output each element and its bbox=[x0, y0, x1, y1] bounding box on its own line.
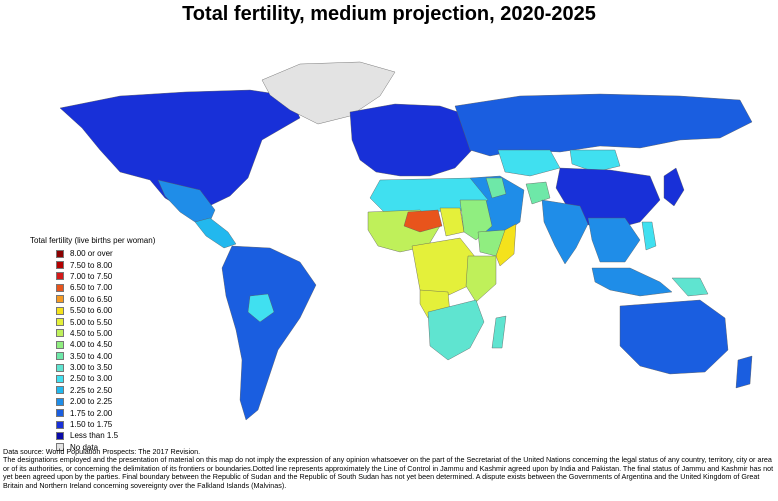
legend-item: 1.75 to 2.00 bbox=[56, 407, 155, 418]
footnotes: Data source: World Population Prospects:… bbox=[3, 447, 775, 490]
legend-item: 8.00 or over bbox=[56, 248, 155, 259]
legend-label: Less than 1.5 bbox=[70, 431, 119, 441]
legend-swatch bbox=[56, 318, 64, 327]
legend-swatch bbox=[56, 363, 64, 372]
region-chad bbox=[439, 207, 465, 237]
legend-label: 3.00 to 3.50 bbox=[70, 363, 113, 373]
legend-label: No data bbox=[70, 442, 99, 452]
legend-label: 6.50 to 7.00 bbox=[70, 283, 113, 293]
legend-swatch bbox=[56, 409, 64, 418]
legend-swatch bbox=[56, 340, 64, 349]
region-mongolia bbox=[569, 149, 621, 173]
legend-label: 7.50 to 8.00 bbox=[70, 260, 113, 270]
legend-item: 3.50 to 4.00 bbox=[56, 351, 155, 362]
legend-swatch bbox=[56, 295, 64, 304]
region-philippines bbox=[641, 221, 657, 251]
legend-swatch bbox=[56, 374, 64, 383]
legend-item: 4.50 to 5.00 bbox=[56, 328, 155, 339]
legend-swatch bbox=[56, 420, 64, 429]
legend-item: 2.00 to 2.25 bbox=[56, 396, 155, 407]
legend-item: 2.50 to 3.00 bbox=[56, 373, 155, 384]
legend-label: 4.00 to 4.50 bbox=[70, 340, 113, 350]
legend-label: 1.50 to 1.75 bbox=[70, 420, 113, 430]
legend-swatch bbox=[56, 329, 64, 338]
disclaimer-note: The designations employed and the presen… bbox=[3, 455, 774, 490]
region-iraq bbox=[485, 177, 507, 199]
region-southeast-asia bbox=[587, 217, 641, 263]
legend-item: 4.00 to 4.50 bbox=[56, 339, 155, 350]
legend-swatch bbox=[56, 261, 64, 270]
legend-swatch bbox=[56, 431, 64, 440]
legend-label: 2.50 to 3.00 bbox=[70, 374, 113, 384]
region-afghanistan bbox=[525, 181, 551, 205]
legend-label: 6.00 to 6.50 bbox=[70, 294, 113, 304]
legend-item: 6.50 to 7.00 bbox=[56, 282, 155, 293]
region-central-africa bbox=[411, 237, 477, 301]
region-russia bbox=[454, 93, 753, 157]
region-madagascar bbox=[491, 315, 507, 349]
region-europe bbox=[349, 103, 473, 177]
region-north-america bbox=[59, 89, 301, 211]
legend-swatch bbox=[56, 249, 64, 258]
legend-item: 5.50 to 6.00 bbox=[56, 305, 155, 316]
legend-item: Less than 1.5 bbox=[56, 430, 155, 441]
legend: Total fertility (live births per woman) … bbox=[4, 236, 155, 453]
legend-label: 3.50 to 4.00 bbox=[70, 351, 113, 361]
legend-item: 7.00 to 7.50 bbox=[56, 271, 155, 282]
legend-item: 1.50 to 1.75 bbox=[56, 419, 155, 430]
region-south-asia bbox=[541, 199, 589, 265]
region-somalia bbox=[495, 223, 517, 267]
legend-label: 5.00 to 5.50 bbox=[70, 317, 113, 327]
region-greenland bbox=[261, 61, 396, 125]
legend-label: 2.00 to 2.25 bbox=[70, 397, 113, 407]
region-central-america bbox=[194, 217, 237, 249]
legend-item: 7.50 to 8.00 bbox=[56, 259, 155, 270]
legend-label: 2.25 to 2.50 bbox=[70, 385, 113, 395]
legend-item: No data bbox=[56, 442, 155, 453]
legend-swatch bbox=[56, 397, 64, 406]
data-source-note: Data source: World Population Prospects:… bbox=[3, 447, 201, 456]
legend-swatch bbox=[56, 283, 64, 292]
legend-title: Total fertility (live births per woman) bbox=[30, 236, 156, 245]
region-japan bbox=[663, 167, 685, 207]
legend-item: 6.00 to 6.50 bbox=[56, 294, 155, 305]
legend-swatch bbox=[56, 272, 64, 281]
region-south-america bbox=[221, 245, 317, 421]
legend-label: 1.75 to 2.00 bbox=[70, 408, 113, 418]
region-bolivia bbox=[247, 293, 275, 323]
legend-swatch bbox=[56, 306, 64, 315]
legend-swatch bbox=[56, 443, 64, 452]
region-east-africa bbox=[465, 255, 497, 303]
region-australia bbox=[619, 299, 729, 375]
legend-label: 8.00 or over bbox=[70, 249, 113, 259]
map-title: Total fertility, medium projection, 2020… bbox=[182, 3, 596, 25]
legend-label: 7.00 to 7.50 bbox=[70, 271, 113, 281]
legend-item: 2.25 to 2.50 bbox=[56, 385, 155, 396]
legend-item: 3.00 to 3.50 bbox=[56, 362, 155, 373]
region-niger bbox=[403, 209, 443, 233]
region-new-zealand bbox=[735, 355, 753, 389]
region-png bbox=[671, 277, 709, 297]
legend-swatch bbox=[56, 352, 64, 361]
region-kazakhstan bbox=[497, 149, 561, 177]
legend-label: 4.50 to 5.00 bbox=[70, 328, 113, 338]
region-indonesia bbox=[591, 267, 673, 297]
legend-swatch bbox=[56, 386, 64, 395]
region-southern-africa bbox=[427, 299, 485, 361]
legend-items: 8.00 or over 7.50 to 8.00 7.00 to 7.50 6.50… bbox=[4, 248, 155, 453]
legend-label: 5.50 to 6.00 bbox=[70, 306, 113, 316]
legend-item: 5.00 to 5.50 bbox=[56, 316, 155, 327]
